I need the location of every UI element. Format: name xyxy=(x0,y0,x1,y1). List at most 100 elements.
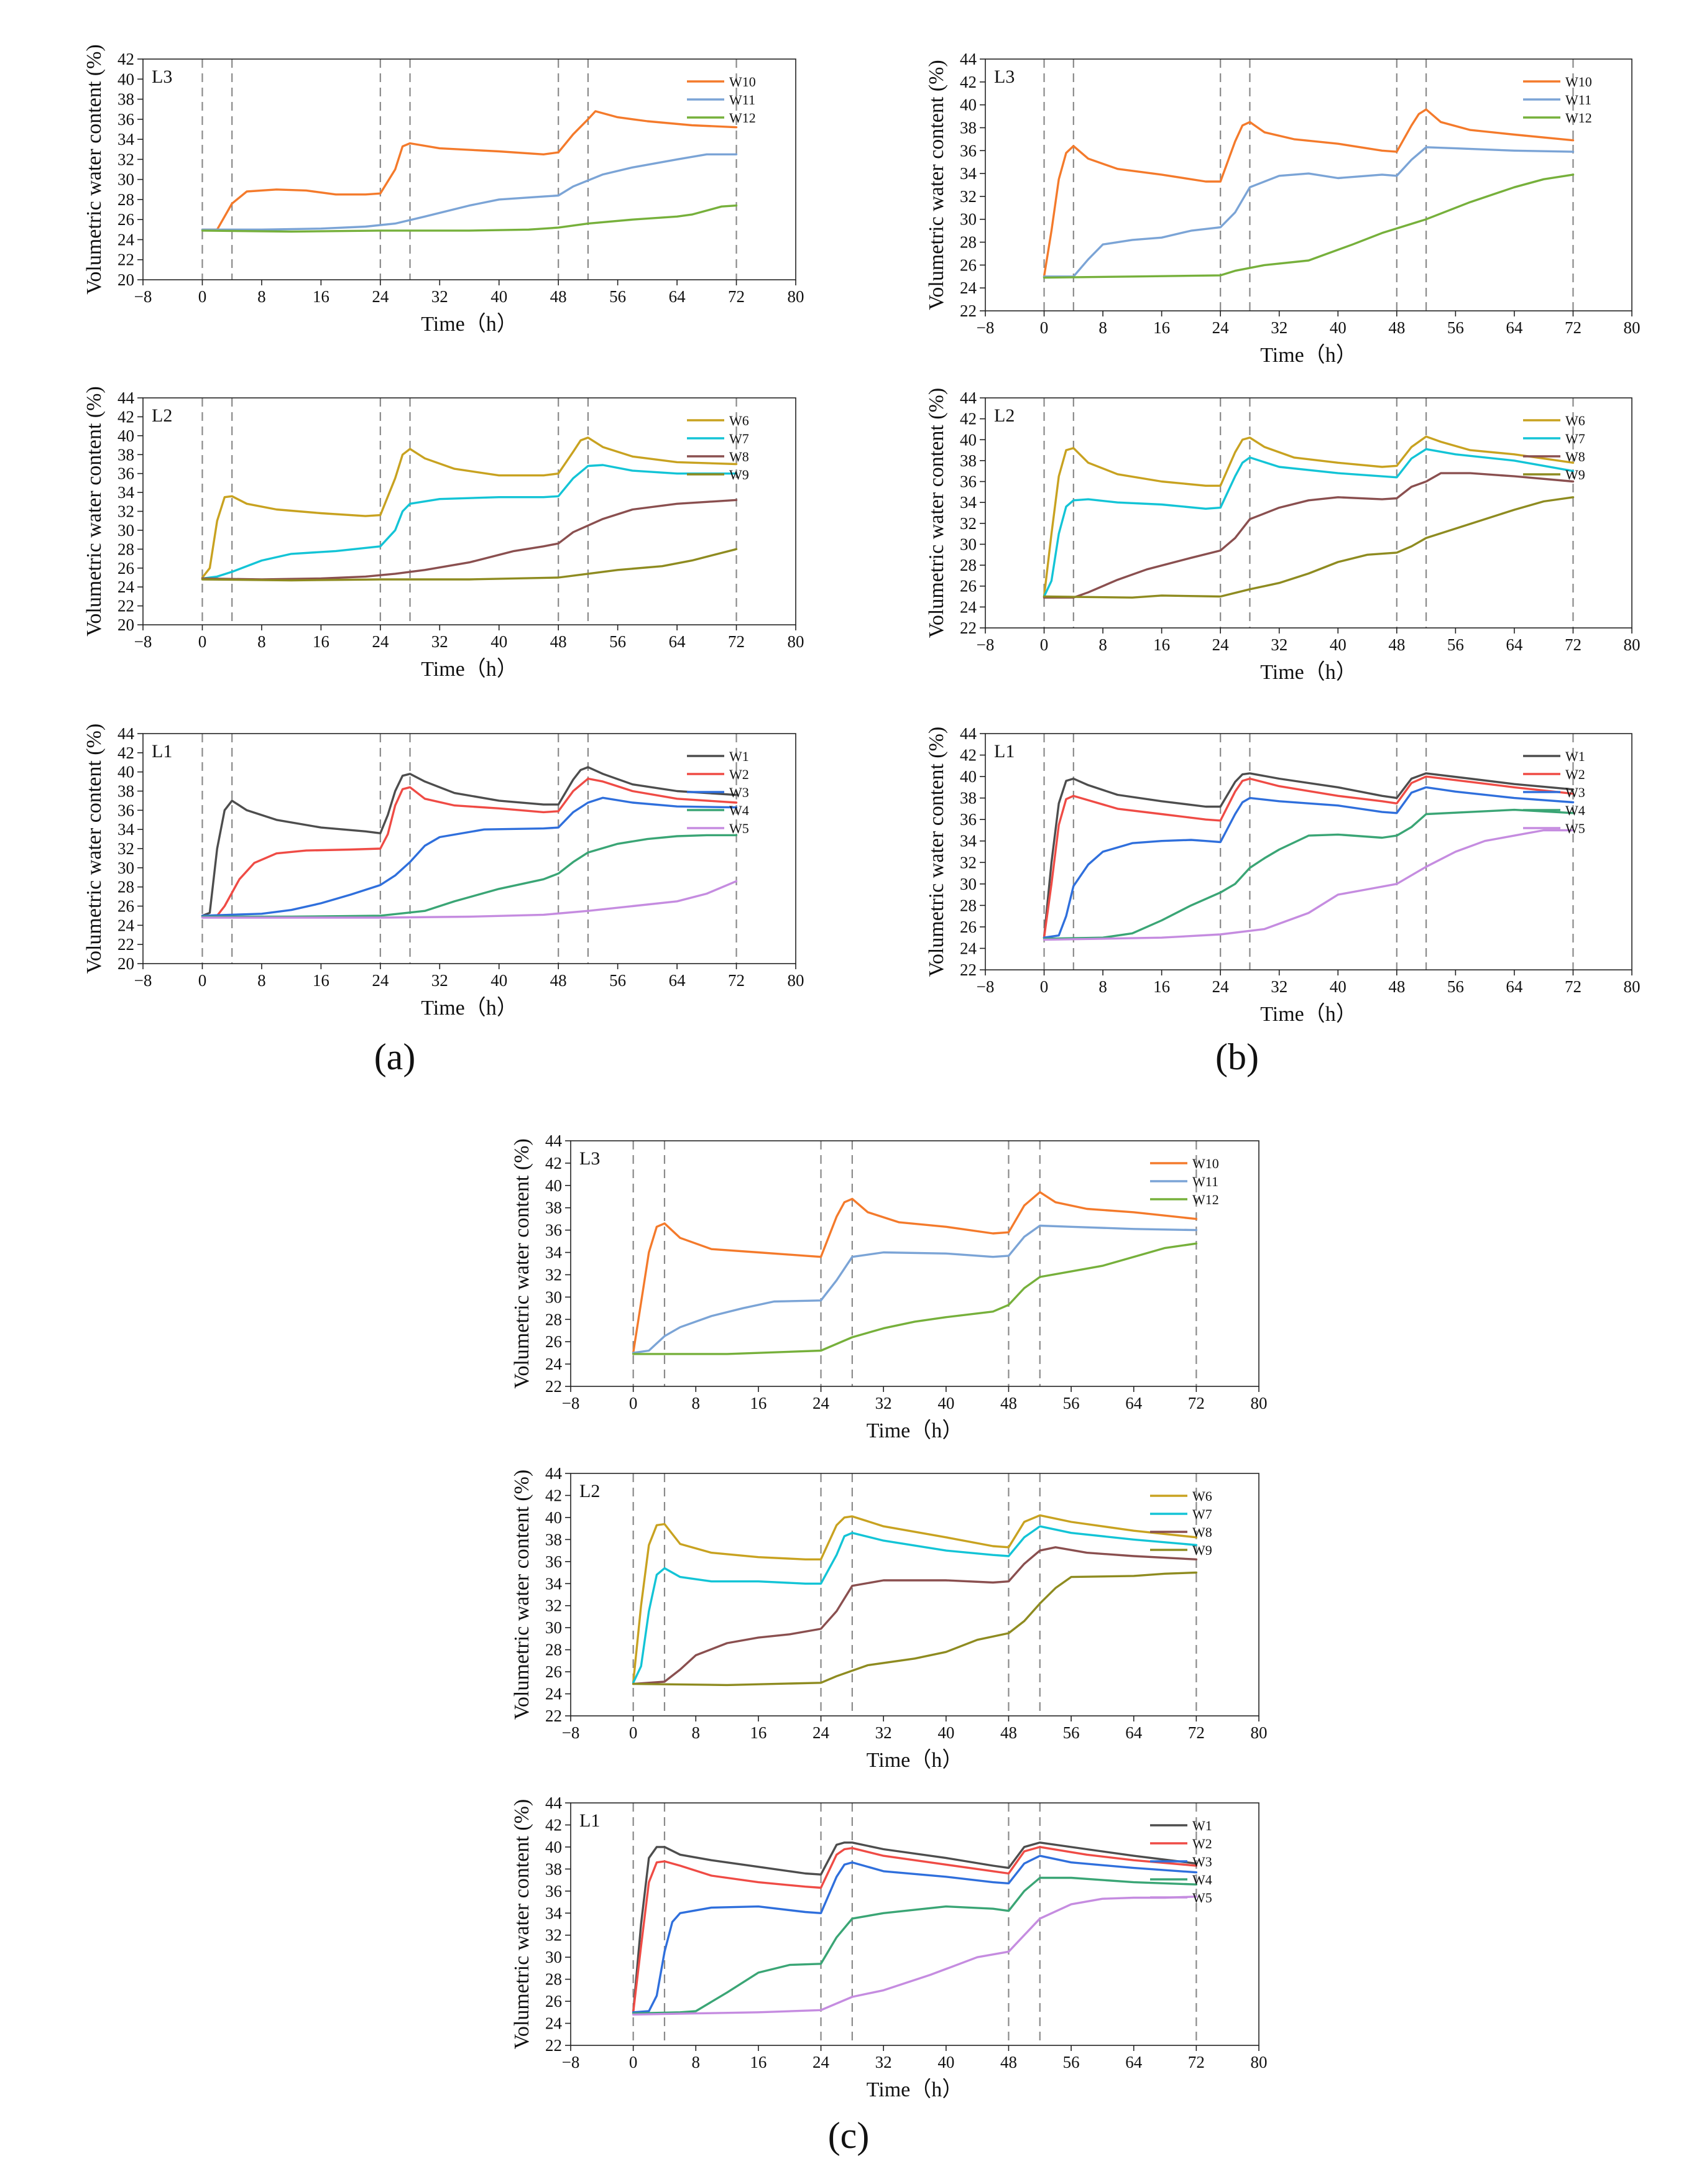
y-tick-label: 36 xyxy=(545,1221,562,1240)
legend-label-w8: W8 xyxy=(729,449,749,464)
legend-label-w4: W4 xyxy=(729,803,749,818)
x-axis-title: Time（h） xyxy=(867,1748,964,1772)
x-tick-label: 80 xyxy=(1624,977,1641,996)
y-tick-label: 30 xyxy=(117,170,134,189)
y-tick-label: 24 xyxy=(960,939,977,957)
y-tick-label: 26 xyxy=(117,559,134,578)
y-tick-label: 34 xyxy=(545,1243,563,1262)
x-tick-label: 24 xyxy=(372,971,389,990)
y-tick-label: 30 xyxy=(117,859,134,877)
y-tick-label: 32 xyxy=(960,187,977,206)
legend-label-w12: W12 xyxy=(729,110,756,126)
y-tick-label: 44 xyxy=(960,389,977,407)
x-tick-label: 16 xyxy=(1153,977,1170,996)
x-tick-label: −8 xyxy=(977,977,995,996)
legend-label-w2: W2 xyxy=(1192,1836,1212,1851)
x-tick-label: 72 xyxy=(1188,1723,1205,1742)
y-tick-label: 32 xyxy=(545,1597,562,1615)
series-line-w4 xyxy=(201,834,738,918)
legend-label-w8: W8 xyxy=(1565,449,1585,464)
y-axis-title: Volumetric water content (%) xyxy=(925,60,948,310)
legend-label-w10: W10 xyxy=(1565,74,1592,90)
y-tick-label: 32 xyxy=(117,839,134,858)
y-tick-label: 28 xyxy=(117,190,134,209)
x-axis-title: Time（h） xyxy=(1260,660,1357,684)
y-tick-label: 40 xyxy=(960,767,977,786)
y-tick-label: 26 xyxy=(545,1992,562,2011)
x-tick-label: 72 xyxy=(1565,977,1582,996)
y-tick-label: 34 xyxy=(117,483,135,502)
layer-label: L2 xyxy=(994,405,1015,426)
x-tick-label: 56 xyxy=(609,632,626,651)
x-tick-label: 72 xyxy=(728,632,745,651)
y-tick-label: 34 xyxy=(117,820,135,839)
legend-label-w1: W1 xyxy=(1192,1818,1212,1833)
x-tick-label: 64 xyxy=(669,971,686,990)
x-tick-label: 0 xyxy=(198,971,207,990)
legend-label-w6: W6 xyxy=(1565,413,1585,428)
x-tick-label: 80 xyxy=(1251,1723,1268,1742)
x-tick-label: 24 xyxy=(1212,635,1230,654)
series-line-w5 xyxy=(1043,829,1575,941)
x-tick-label: 32 xyxy=(1271,977,1287,996)
chart-a-l3: −8 0 8 16 24 32 40 48 56 64 72 80202224262830323436… xyxy=(83,44,804,336)
series-line-w11 xyxy=(632,1224,1198,1354)
y-axis-title: Volumetric water content (%) xyxy=(83,386,106,637)
series-line-w9 xyxy=(201,548,738,582)
x-tick-label: 64 xyxy=(1125,1723,1143,1742)
y-tick-label: 26 xyxy=(117,897,134,916)
series-line-w8 xyxy=(1043,472,1575,599)
y-tick-label: 28 xyxy=(117,878,134,896)
layer-label: L3 xyxy=(152,67,172,87)
x-tick-label: 72 xyxy=(1565,318,1582,337)
series-line-w11 xyxy=(1043,146,1575,278)
y-tick-label: 38 xyxy=(960,451,977,470)
y-tick-label: 44 xyxy=(545,1131,563,1150)
y-tick-label: 20 xyxy=(117,270,134,289)
x-tick-label: −8 xyxy=(134,287,152,306)
y-tick-label: 36 xyxy=(117,801,134,819)
plot-frame xyxy=(985,397,1632,629)
series-line-w11 xyxy=(201,153,738,231)
series-line-w6 xyxy=(1043,435,1575,598)
x-tick-label: 48 xyxy=(1388,977,1405,996)
x-tick-label: 0 xyxy=(198,632,207,651)
series-line-w4 xyxy=(1043,808,1575,940)
y-tick-label: 42 xyxy=(545,1154,562,1173)
x-tick-label: 8 xyxy=(692,1723,701,1742)
x-tick-label: −8 xyxy=(134,971,152,990)
legend-label-w12: W12 xyxy=(1565,110,1592,126)
x-tick-label: 32 xyxy=(1271,635,1287,654)
x-tick-label: 16 xyxy=(750,1723,767,1742)
x-tick-label: 0 xyxy=(1040,977,1049,996)
y-tick-label: 40 xyxy=(117,763,134,781)
x-tick-label: 72 xyxy=(1188,1394,1205,1412)
plot-frame xyxy=(985,58,1632,311)
y-tick-label: 42 xyxy=(960,73,977,91)
series-line-w6 xyxy=(632,1514,1198,1684)
x-tick-label: 8 xyxy=(257,287,266,306)
x-tick-label: 72 xyxy=(728,287,745,306)
y-tick-label: 40 xyxy=(960,96,977,114)
y-tick-label: 26 xyxy=(545,1332,562,1351)
y-tick-label: 22 xyxy=(117,597,134,615)
series-line-w3 xyxy=(632,1855,1198,2014)
y-tick-label: 36 xyxy=(960,141,977,160)
series-line-w7 xyxy=(201,464,738,580)
y-tick-label: 22 xyxy=(117,251,134,269)
x-axis-title: Time（h） xyxy=(421,996,518,1020)
y-tick-label: 20 xyxy=(117,954,134,973)
legend-label-w11: W11 xyxy=(729,92,755,108)
x-tick-label: 40 xyxy=(937,2053,954,2071)
x-tick-label: 64 xyxy=(1125,1394,1143,1412)
y-tick-label: 28 xyxy=(117,540,134,558)
x-tick-label: 24 xyxy=(372,287,389,306)
series-line-w12 xyxy=(632,1242,1198,1355)
y-tick-label: 24 xyxy=(545,2014,563,2033)
x-tick-label: 0 xyxy=(1040,318,1049,337)
x-tick-label: 56 xyxy=(609,971,626,990)
x-tick-label: 0 xyxy=(198,287,207,306)
y-tick-label: 24 xyxy=(117,230,135,249)
legend-label-w3: W3 xyxy=(1192,1854,1212,1869)
x-tick-label: 32 xyxy=(875,1723,892,1742)
